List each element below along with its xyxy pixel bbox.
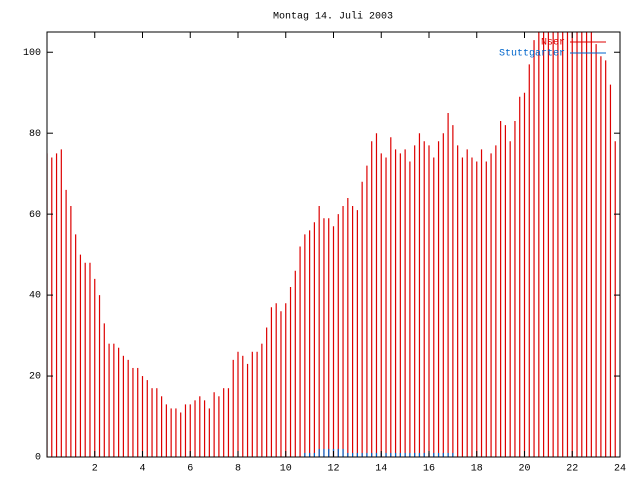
y-tick-label: 40 [29, 291, 41, 302]
x-tick-label: 6 [187, 464, 193, 475]
x-tick-label: 18 [471, 464, 483, 475]
x-tick-label: 2 [92, 464, 98, 475]
y-tick-label: 100 [23, 48, 41, 59]
x-tick-label: 12 [327, 464, 339, 475]
chart-title: Montag 14. Juli 2003 [273, 11, 393, 23]
y-tick-label: 60 [29, 210, 41, 221]
y-tick-label: 0 [35, 453, 41, 464]
y-tick-label: 20 [29, 372, 41, 383]
x-tick-label: 10 [280, 464, 292, 475]
x-tick-label: 20 [518, 464, 530, 475]
legend-label: Nser [541, 38, 565, 49]
x-tick-label: 8 [235, 464, 241, 475]
y-tick-label: 80 [29, 129, 41, 140]
x-tick-label: 4 [139, 464, 145, 475]
x-tick-label: 24 [614, 464, 626, 475]
x-tick-label: 22 [566, 464, 578, 475]
x-tick-label: 14 [375, 464, 387, 475]
x-tick-label: 16 [423, 464, 435, 475]
legend-label: Stuttgarter [499, 49, 565, 60]
plot-area [47, 32, 616, 457]
